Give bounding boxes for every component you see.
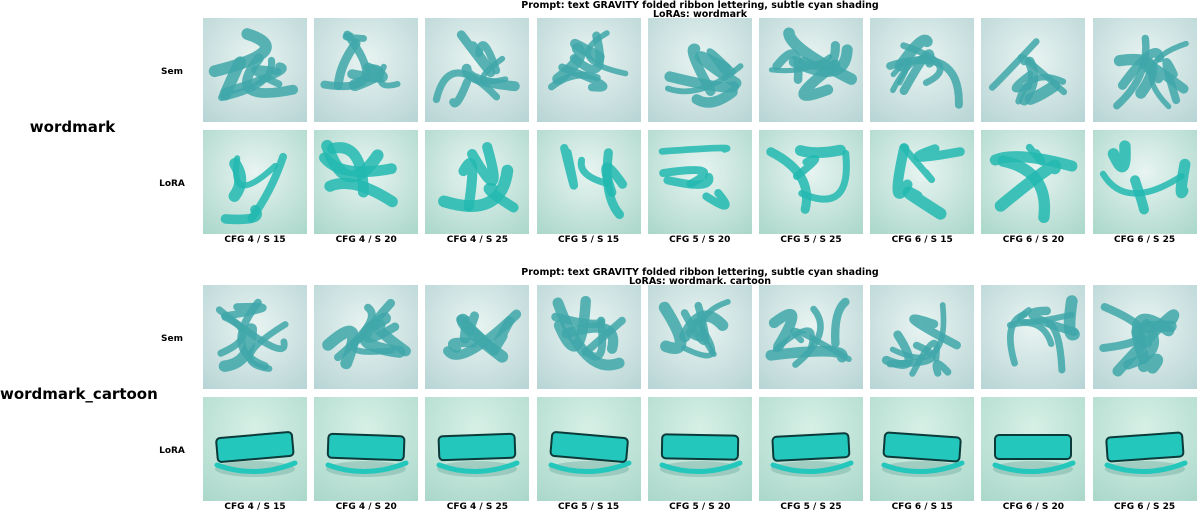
generated-image xyxy=(1093,285,1197,389)
prompt-title: Prompt: text GRAVITY folded ribbon lette… xyxy=(200,268,1200,286)
group-label: wordmark_cartoon xyxy=(0,385,145,403)
image-tile xyxy=(537,397,641,501)
generated-image xyxy=(648,285,752,389)
column-label: CFG 4 / S 15 xyxy=(203,502,307,512)
image-tile xyxy=(870,397,974,501)
image-tile xyxy=(425,397,529,501)
generated-image xyxy=(314,397,418,501)
generated-image xyxy=(870,397,974,501)
image-tile xyxy=(759,285,863,389)
image-tile xyxy=(759,397,863,501)
generated-image xyxy=(1093,397,1197,501)
image-tile xyxy=(1093,285,1197,389)
generated-image xyxy=(203,285,307,389)
column-label: CFG 5 / S 15 xyxy=(537,502,641,512)
image-tile xyxy=(314,285,418,389)
generated-image xyxy=(759,285,863,389)
generated-image xyxy=(537,397,641,501)
image-tile xyxy=(425,285,529,389)
column-label: CFG 6 / S 15 xyxy=(870,502,974,512)
column-label: CFG 5 / S 25 xyxy=(759,502,863,512)
generated-image xyxy=(425,285,529,389)
image-tile xyxy=(537,285,641,389)
row-label-lora: LoRA xyxy=(148,446,196,456)
row-label-sem: Sem xyxy=(148,334,196,344)
generated-image xyxy=(425,397,529,501)
image-tile xyxy=(870,285,974,389)
image-tile xyxy=(981,285,1085,389)
image-tile xyxy=(203,397,307,501)
generated-image xyxy=(870,285,974,389)
generated-image xyxy=(759,397,863,501)
generated-image xyxy=(648,397,752,501)
column-label: CFG 6 / S 20 xyxy=(981,502,1085,512)
column-label: CFG 4 / S 20 xyxy=(314,502,418,512)
generated-image xyxy=(981,285,1085,389)
column-label: CFG 6 / S 25 xyxy=(1093,502,1197,512)
image-tile xyxy=(981,397,1085,501)
generated-image xyxy=(981,397,1085,501)
image-tile xyxy=(314,397,418,501)
image-tile xyxy=(648,285,752,389)
image-tile xyxy=(648,397,752,501)
image-tile xyxy=(203,285,307,389)
image-tile xyxy=(1093,397,1197,501)
column-label: CFG 4 / S 25 xyxy=(425,502,529,512)
generated-image xyxy=(203,397,307,501)
generated-image xyxy=(314,285,418,389)
column-label: CFG 5 / S 20 xyxy=(648,502,752,512)
generated-image xyxy=(537,285,641,389)
